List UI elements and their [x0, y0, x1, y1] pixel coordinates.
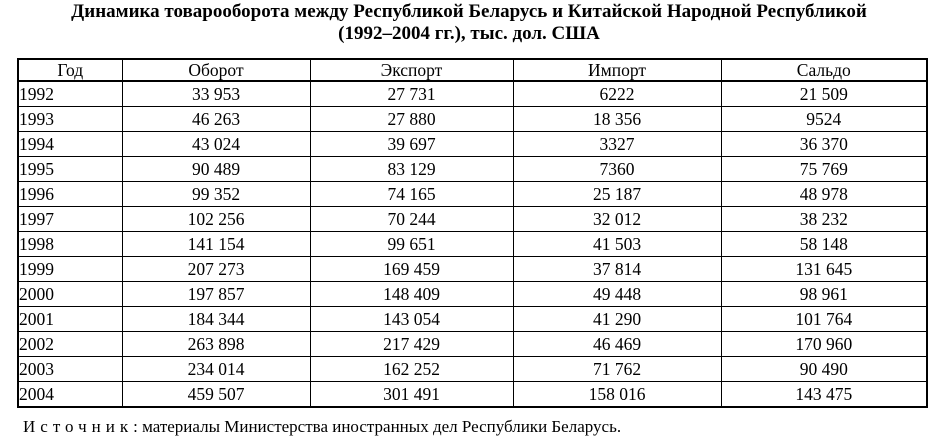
cell-turnover: 33 953 [121, 80, 311, 107]
cell-balance: 58 148 [720, 231, 928, 257]
cell-turnover: 207 273 [121, 256, 311, 282]
cell-year: 2001 [17, 306, 123, 332]
cell-export: 143 054 [309, 306, 514, 332]
cell-export: 74 165 [309, 181, 514, 207]
cell-export: 217 429 [309, 331, 514, 357]
cell-balance: 75 769 [720, 156, 928, 182]
cell-turnover: 102 256 [121, 206, 311, 232]
cell-year: 1993 [17, 106, 123, 132]
cell-turnover: 263 898 [121, 331, 311, 357]
table-row: 1998 141 154 99 651 41 503 58 148 [17, 231, 928, 257]
cell-year: 1994 [17, 131, 123, 157]
cell-balance: 38 232 [720, 206, 928, 232]
cell-turnover: 197 857 [121, 281, 311, 307]
cell-balance: 98 961 [720, 281, 928, 307]
cell-export: 39 697 [309, 131, 514, 157]
cell-export: 27 880 [309, 106, 514, 132]
table-header-row: Год Оборот Экспорт Импорт Сальдо [17, 58, 928, 82]
cell-import: 158 016 [512, 381, 722, 408]
cell-import: 6222 [512, 80, 722, 107]
cell-balance: 90 490 [720, 356, 928, 382]
table-row: 1999 207 273 169 459 37 814 131 645 [17, 256, 928, 282]
cell-year: 1995 [17, 156, 123, 182]
cell-import: 49 448 [512, 281, 722, 307]
table-row: 1995 90 489 83 129 7360 75 769 [17, 156, 928, 182]
cell-turnover: 43 024 [121, 131, 311, 157]
cell-balance: 48 978 [720, 181, 928, 207]
cell-import: 41 503 [512, 231, 722, 257]
cell-turnover: 141 154 [121, 231, 311, 257]
table-row: 2001 184 344 143 054 41 290 101 764 [17, 306, 928, 332]
cell-export: 162 252 [309, 356, 514, 382]
cell-export: 83 129 [309, 156, 514, 182]
cell-turnover: 184 344 [121, 306, 311, 332]
trade-table: Год Оборот Экспорт Импорт Сальдо 1992 33 … [17, 58, 928, 408]
cell-import: 25 187 [512, 181, 722, 207]
table-subtitle: (1992–2004 гг.), тыс. дол. США [338, 23, 600, 44]
cell-balance: 143 475 [720, 381, 928, 408]
cell-export: 27 731 [309, 80, 514, 107]
table-body: 1992 33 953 27 731 6222 21 509 1993 46 263 27 8… [17, 80, 928, 408]
cell-import: 41 290 [512, 306, 722, 332]
table-title: Динамика товарооборота между Республикой… [71, 1, 867, 22]
column-header-export: Экспорт [309, 58, 514, 82]
cell-year: 1996 [17, 181, 123, 207]
source-text: : материалы Министерства иностранных дел… [133, 417, 622, 436]
cell-balance: 101 764 [720, 306, 928, 332]
table-row: 1997 102 256 70 244 32 012 38 232 [17, 206, 928, 232]
cell-year: 1998 [17, 231, 123, 257]
column-header-year: Год [17, 58, 123, 82]
table-row: 1996 99 352 74 165 25 187 48 978 [17, 181, 928, 207]
cell-export: 70 244 [309, 206, 514, 232]
cell-balance: 170 960 [720, 331, 928, 357]
cell-turnover: 46 263 [121, 106, 311, 132]
table-row: 2000 197 857 148 409 49 448 98 961 [17, 281, 928, 307]
cell-turnover: 99 352 [121, 181, 311, 207]
cell-balance: 9524 [720, 106, 928, 132]
cell-export: 169 459 [309, 256, 514, 282]
column-header-turnover: Оборот [121, 58, 311, 82]
cell-balance: 21 509 [720, 80, 928, 107]
cell-balance: 131 645 [720, 256, 928, 282]
cell-export: 148 409 [309, 281, 514, 307]
table-row: 1993 46 263 27 880 18 356 9524 [17, 106, 928, 132]
column-header-balance: Сальдо [720, 58, 928, 82]
cell-turnover: 234 014 [121, 356, 311, 382]
cell-export: 99 651 [309, 231, 514, 257]
source-note: Источник: материалы Министерства иностра… [23, 417, 621, 437]
cell-year: 2002 [17, 331, 123, 357]
cell-import: 71 762 [512, 356, 722, 382]
column-header-import: Импорт [512, 58, 722, 82]
table-row: 1994 43 024 39 697 3327 36 370 [17, 131, 928, 157]
cell-year: 1999 [17, 256, 123, 282]
cell-import: 32 012 [512, 206, 722, 232]
cell-year: 2004 [17, 381, 123, 408]
cell-year: 1997 [17, 206, 123, 232]
table-row: 1992 33 953 27 731 6222 21 509 [17, 80, 928, 107]
cell-import: 7360 [512, 156, 722, 182]
cell-export: 301 491 [309, 381, 514, 408]
cell-import: 46 469 [512, 331, 722, 357]
table-row: 2004 459 507 301 491 158 016 143 475 [17, 381, 928, 408]
cell-turnover: 90 489 [121, 156, 311, 182]
cell-year: 2003 [17, 356, 123, 382]
cell-import: 3327 [512, 131, 722, 157]
cell-import: 37 814 [512, 256, 722, 282]
table-row: 2003 234 014 162 252 71 762 90 490 [17, 356, 928, 382]
cell-balance: 36 370 [720, 131, 928, 157]
table-row: 2002 263 898 217 429 46 469 170 960 [17, 331, 928, 357]
cell-year: 1992 [17, 80, 123, 107]
source-label: Источник [23, 417, 134, 436]
cell-import: 18 356 [512, 106, 722, 132]
cell-year: 2000 [17, 281, 123, 307]
cell-turnover: 459 507 [121, 381, 311, 408]
